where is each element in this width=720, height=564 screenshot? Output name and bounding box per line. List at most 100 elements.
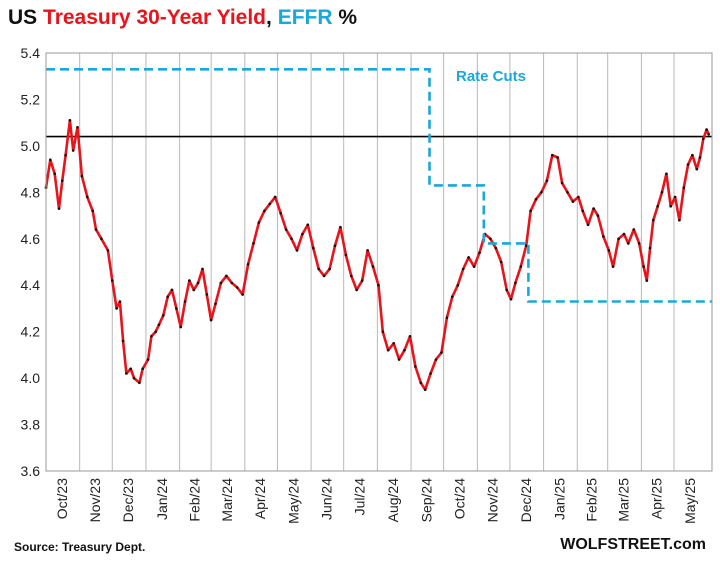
treasury-data-point (188, 279, 191, 282)
x-tick-label: Feb/25 (583, 478, 599, 522)
treasury-data-point (366, 249, 369, 252)
treasury-data-point (386, 348, 390, 352)
treasury-data-point (61, 179, 64, 182)
treasury-data-point (360, 279, 364, 282)
treasury-data-point (312, 246, 315, 250)
treasury-data-point (146, 358, 150, 361)
treasury-data-point (301, 232, 304, 236)
x-tick-label: Aug/24 (385, 478, 401, 523)
treasury-data-point (166, 295, 169, 299)
treasury-data-point (241, 293, 244, 296)
treasury-data-point (91, 209, 94, 213)
title-treasury-series: Treasury 30-Year Yield (43, 6, 267, 29)
treasury-data-point (660, 191, 664, 194)
treasury-data-point (392, 342, 396, 345)
treasury-data-point (702, 137, 705, 141)
treasury-data-point (622, 232, 626, 236)
treasury-data-point (467, 256, 470, 259)
treasury-data-point (440, 351, 443, 354)
treasury-data-point (162, 314, 165, 317)
treasury-data-point (414, 365, 417, 368)
treasury-data-point (698, 156, 702, 159)
treasury-data-point (371, 265, 375, 268)
treasury-data-point (268, 202, 272, 206)
treasury-data-point (64, 153, 67, 157)
effr-series-line (46, 68, 712, 303)
treasury-data-point (592, 207, 595, 210)
treasury-data-point (627, 242, 630, 245)
treasury-data-point (673, 195, 677, 199)
treasury-data-point (138, 381, 141, 385)
y-tick-label: 5.0 (21, 138, 41, 154)
treasury-data-point (192, 288, 196, 292)
treasury-data-point (596, 214, 600, 217)
treasury-data-point (419, 381, 423, 385)
treasury-data-point (53, 172, 56, 176)
treasury-data-point (175, 307, 178, 310)
treasury-data-point (279, 211, 283, 215)
treasury-data-point (80, 174, 84, 178)
treasury-data-point (540, 191, 543, 194)
treasury-data-point (429, 372, 432, 375)
treasury-data-point (456, 283, 460, 287)
treasury-data-point (355, 288, 359, 292)
treasury-data-point (183, 300, 187, 303)
treasury-data-point (632, 228, 636, 231)
treasury-data-point (125, 372, 128, 375)
treasury-data-point (68, 119, 72, 122)
treasury-data-point (560, 181, 564, 185)
treasury-data-point (94, 228, 98, 231)
treasury-data-point (86, 195, 89, 199)
treasury-data-point (377, 283, 380, 287)
treasury-data-point (121, 339, 125, 343)
treasury-data-point (408, 335, 412, 338)
treasury-data-point (678, 218, 681, 222)
x-tick-label: Feb/24 (186, 478, 202, 522)
treasury-data-point (707, 133, 710, 136)
y-tick-label: 3.6 (21, 463, 41, 479)
treasury-data-point (106, 249, 110, 252)
treasury-data-point (705, 128, 708, 131)
treasury-data-point (263, 209, 266, 213)
treasury-data-point (273, 195, 277, 199)
treasury-data-point (252, 242, 255, 245)
treasury-data-point (478, 251, 481, 254)
treasury-data-point (434, 358, 438, 361)
y-tick-label: 4.2 (21, 324, 41, 340)
treasury-data-point (328, 267, 331, 271)
x-tick-label: Oct/23 (54, 478, 70, 519)
treasury-data-point (209, 318, 213, 322)
treasury-data-point (489, 237, 492, 241)
treasury-data-point (381, 330, 385, 334)
treasury-data-point (118, 300, 122, 303)
treasury-data-point (205, 293, 209, 296)
plot-frame (45, 52, 713, 472)
treasury-data-point (295, 249, 299, 252)
rate-cuts-annotation: Rate Cuts (456, 68, 526, 85)
treasury-data-point (652, 218, 655, 222)
treasury-data-point (132, 376, 136, 380)
treasury-data-point (76, 126, 79, 129)
treasury-data-point (642, 265, 645, 268)
treasury-data-point (246, 263, 250, 266)
x-tick-label: Mar/24 (219, 478, 235, 522)
treasury-data-point (115, 307, 118, 310)
treasury-data-point (545, 179, 549, 182)
x-tick-label: Dec/24 (518, 478, 534, 523)
treasury-data-point (230, 281, 234, 285)
treasury-data-point (350, 274, 353, 278)
treasury-data-point (333, 244, 337, 247)
treasury-data-point (397, 358, 401, 361)
treasury-data-point (339, 225, 342, 229)
series-layer (44, 68, 712, 392)
treasury-data-point (150, 335, 153, 338)
treasury-data-point (57, 207, 61, 210)
treasury-data-point (691, 153, 694, 157)
x-tick-label: Dec/23 (120, 478, 136, 523)
treasury-data-point (637, 242, 641, 245)
treasury-data-point (665, 172, 668, 176)
treasury-data-point (656, 205, 659, 208)
treasury-data-point (617, 237, 620, 241)
treasury-data-point (577, 195, 580, 199)
title-prefix: US (8, 6, 38, 29)
